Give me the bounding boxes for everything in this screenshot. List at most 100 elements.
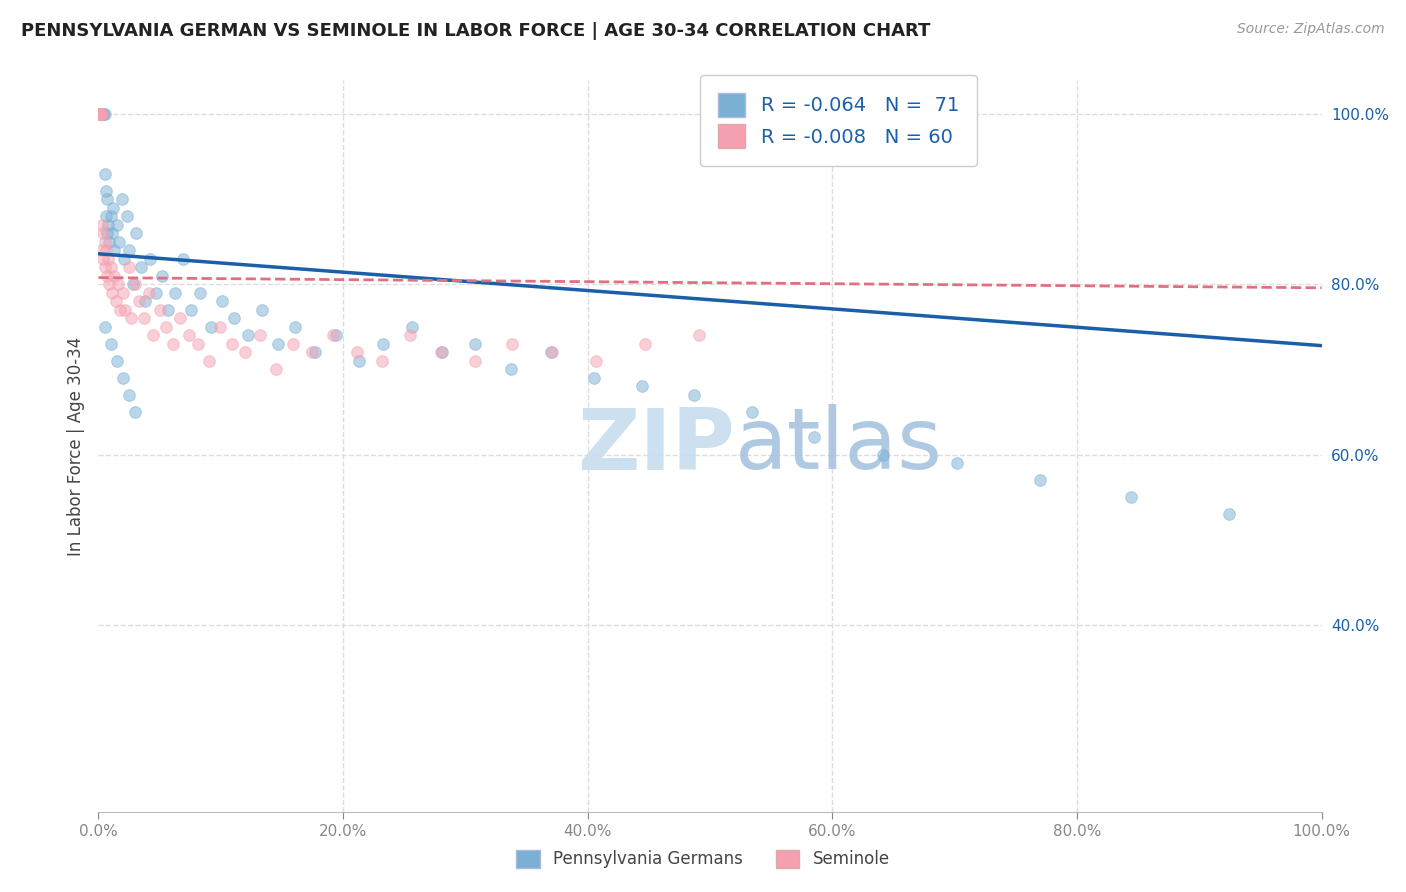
Point xyxy=(430,345,453,359)
Point xyxy=(125,227,148,241)
Point xyxy=(284,320,307,334)
Point xyxy=(347,354,370,368)
Point xyxy=(89,107,111,121)
Point xyxy=(89,107,111,121)
Point xyxy=(541,345,564,359)
Point xyxy=(124,277,146,292)
Point xyxy=(138,285,160,300)
Point xyxy=(91,107,114,121)
Point xyxy=(180,302,202,317)
Point xyxy=(100,210,122,224)
Point xyxy=(89,107,111,121)
Point xyxy=(89,107,111,121)
Point xyxy=(401,320,423,334)
Point xyxy=(91,107,114,121)
Point xyxy=(224,311,246,326)
Point xyxy=(145,285,167,300)
Point xyxy=(110,302,132,317)
Point xyxy=(93,320,115,334)
Point xyxy=(157,302,180,317)
Point xyxy=(165,285,187,300)
Point xyxy=(688,328,710,343)
Point xyxy=(93,167,115,181)
Point xyxy=(91,218,114,232)
Point xyxy=(267,337,290,351)
Point xyxy=(90,107,112,121)
Point xyxy=(188,285,211,300)
Point xyxy=(233,345,256,359)
Point xyxy=(252,302,274,317)
Point xyxy=(118,244,141,258)
Point xyxy=(120,311,142,326)
Point xyxy=(1029,473,1052,487)
Point xyxy=(582,371,605,385)
Point xyxy=(107,277,129,292)
Point xyxy=(501,337,523,351)
Point xyxy=(683,388,706,402)
Point xyxy=(91,244,114,258)
Point xyxy=(221,337,243,351)
Point xyxy=(264,362,287,376)
Point xyxy=(211,294,233,309)
Point xyxy=(91,227,114,241)
Point xyxy=(346,345,368,359)
Point xyxy=(322,328,344,343)
Point xyxy=(104,294,127,309)
Point xyxy=(97,252,120,266)
Point xyxy=(118,260,141,275)
Point xyxy=(304,345,326,359)
Point xyxy=(112,252,135,266)
Point xyxy=(371,354,394,368)
Point xyxy=(630,379,652,393)
Text: ZIP: ZIP xyxy=(576,404,734,488)
Point xyxy=(96,268,118,283)
Point xyxy=(540,345,562,359)
Point xyxy=(91,252,114,266)
Point xyxy=(162,337,184,351)
Point xyxy=(111,285,134,300)
Point xyxy=(142,328,165,343)
Point xyxy=(89,107,111,121)
Point xyxy=(100,260,122,275)
Point xyxy=(115,210,138,224)
Point xyxy=(111,371,134,385)
Point xyxy=(301,345,323,359)
Point xyxy=(872,448,894,462)
Text: Source: ZipAtlas.com: Source: ZipAtlas.com xyxy=(1237,22,1385,37)
Point xyxy=(101,201,124,215)
Point xyxy=(121,277,143,292)
Point xyxy=(128,294,150,309)
Point xyxy=(634,337,657,351)
Point xyxy=(96,227,118,241)
Point xyxy=(373,337,395,351)
Point xyxy=(430,345,453,359)
Point xyxy=(101,227,124,241)
Point xyxy=(103,244,125,258)
Point xyxy=(96,192,118,206)
Point xyxy=(90,107,112,121)
Point xyxy=(91,107,114,121)
Point xyxy=(91,107,114,121)
Y-axis label: In Labor Force | Age 30-34: In Labor Force | Age 30-34 xyxy=(66,336,84,556)
Point xyxy=(94,210,117,224)
Point xyxy=(118,388,141,402)
Point xyxy=(89,107,111,121)
Point xyxy=(399,328,422,343)
Point xyxy=(103,268,125,283)
Point xyxy=(94,184,117,198)
Point xyxy=(208,320,231,334)
Point xyxy=(90,107,112,121)
Point xyxy=(89,107,111,121)
Point xyxy=(124,405,146,419)
Point xyxy=(197,354,219,368)
Point xyxy=(90,107,112,121)
Point xyxy=(111,192,134,206)
Point xyxy=(129,260,152,275)
Point xyxy=(155,320,177,334)
Point xyxy=(946,456,969,470)
Point xyxy=(134,294,156,309)
Point xyxy=(803,430,825,444)
Point xyxy=(97,218,120,232)
Point xyxy=(105,218,128,232)
Point xyxy=(585,354,607,368)
